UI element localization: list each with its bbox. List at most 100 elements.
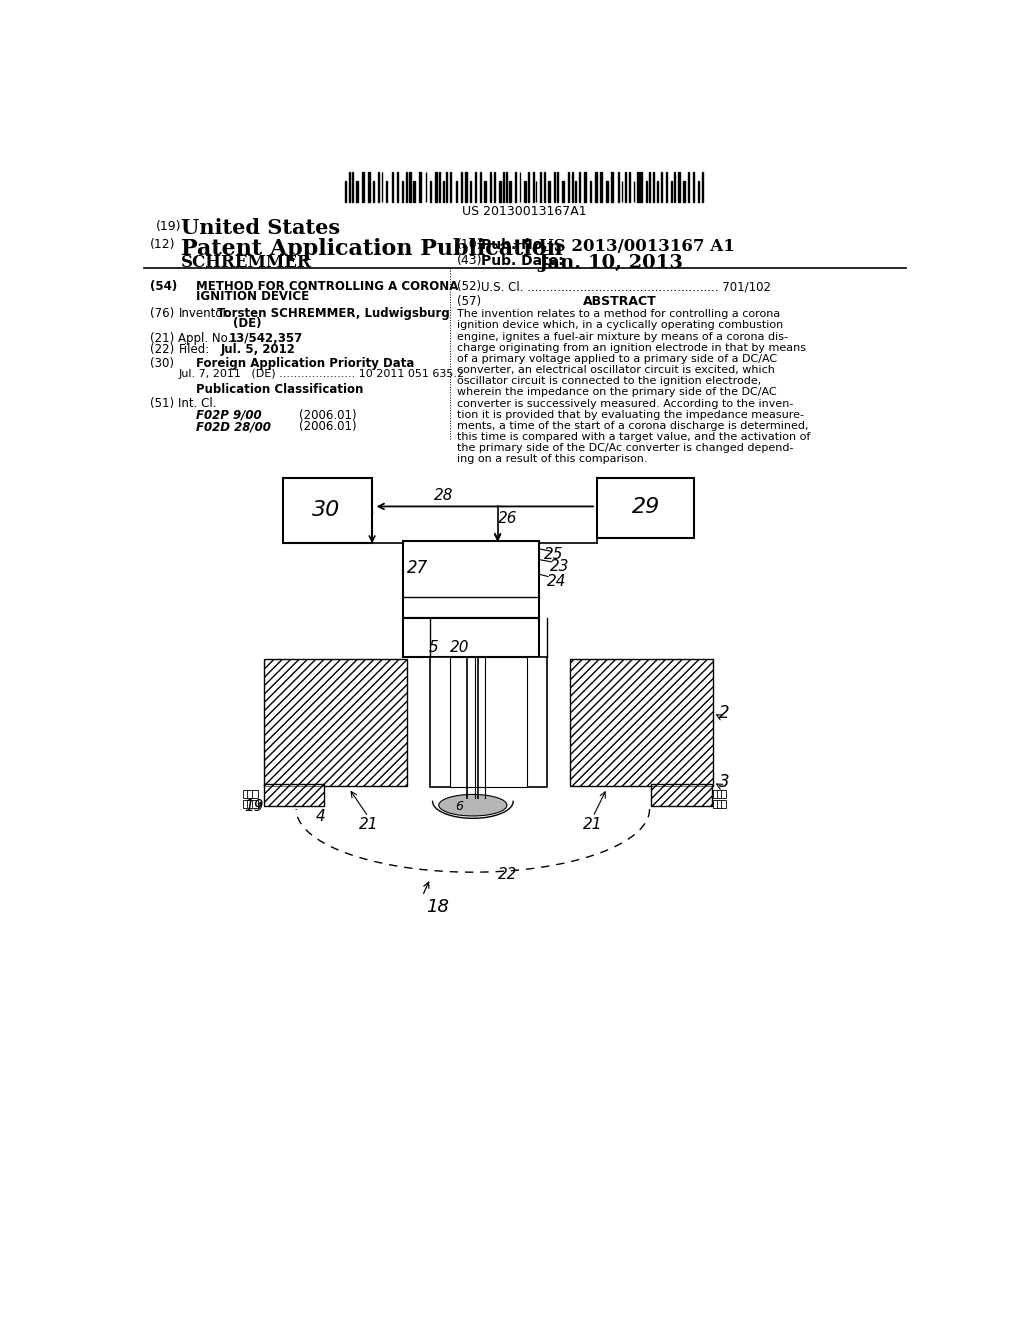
Text: US 20130013167A1: US 20130013167A1 bbox=[463, 205, 587, 218]
Bar bbox=[348, 173, 350, 202]
Ellipse shape bbox=[438, 795, 507, 816]
Bar bbox=[368, 173, 370, 202]
Text: (30): (30) bbox=[150, 358, 174, 370]
Text: Jul. 7, 2011   (DE) ..................... 10 2011 051 635.2: Jul. 7, 2011 (DE) ..................... … bbox=[178, 368, 465, 379]
Bar bbox=[562, 181, 563, 202]
Bar bbox=[590, 181, 591, 202]
Bar bbox=[479, 173, 481, 202]
Bar bbox=[651, 784, 712, 807]
Bar bbox=[717, 800, 722, 808]
Bar bbox=[500, 181, 501, 202]
Text: (51): (51) bbox=[150, 397, 174, 411]
Text: The invention relates to a method for controlling a corona: The invention relates to a method for co… bbox=[457, 309, 780, 319]
Text: converter is successively measured. According to the inven-: converter is successively measured. Acco… bbox=[457, 399, 793, 409]
Bar bbox=[475, 173, 476, 202]
Bar bbox=[361, 173, 364, 202]
Text: 30: 30 bbox=[311, 499, 340, 520]
Text: of a primary voltage applied to a primary side of a DC/AC: of a primary voltage applied to a primar… bbox=[457, 354, 777, 364]
Bar bbox=[606, 181, 608, 202]
Bar bbox=[569, 659, 713, 785]
Text: Patent Application Publication: Patent Application Publication bbox=[180, 238, 562, 260]
Bar bbox=[456, 181, 457, 202]
Text: ing on a result of this comparison.: ing on a result of this comparison. bbox=[457, 454, 647, 465]
Text: (52): (52) bbox=[457, 280, 480, 293]
Text: charge originating from an ignition electrode in that by means: charge originating from an ignition elec… bbox=[457, 343, 806, 352]
Bar bbox=[356, 181, 358, 202]
Bar bbox=[465, 173, 467, 202]
Bar bbox=[494, 173, 495, 202]
Bar bbox=[450, 656, 527, 788]
Bar bbox=[263, 784, 324, 807]
Bar bbox=[651, 784, 712, 807]
Bar bbox=[252, 789, 258, 797]
Text: 13/542,357: 13/542,357 bbox=[228, 331, 303, 345]
Bar bbox=[252, 800, 258, 808]
Text: Filed:: Filed: bbox=[178, 343, 210, 356]
Text: converter, an electrical oscillator circuit is excited, which: converter, an electrical oscillator circ… bbox=[457, 366, 774, 375]
Bar bbox=[283, 478, 372, 544]
Text: SCHREMMER: SCHREMMER bbox=[180, 253, 311, 271]
Bar bbox=[611, 173, 613, 202]
Bar bbox=[509, 181, 511, 202]
Text: Int. Cl.: Int. Cl. bbox=[178, 397, 217, 411]
Bar bbox=[569, 659, 713, 785]
Text: 21: 21 bbox=[584, 817, 603, 832]
Text: METHOD FOR CONTROLLING A CORONA: METHOD FOR CONTROLLING A CORONA bbox=[197, 280, 459, 293]
Text: (76): (76) bbox=[150, 308, 174, 319]
Text: 25: 25 bbox=[544, 548, 563, 562]
Text: (10): (10) bbox=[457, 238, 482, 251]
Text: U.S. Cl. ................................................... 701/102: U.S. Cl. ...............................… bbox=[480, 280, 771, 293]
Text: IGNITION DEVICE: IGNITION DEVICE bbox=[197, 290, 309, 304]
Bar bbox=[524, 181, 525, 202]
Bar bbox=[713, 800, 719, 808]
Bar bbox=[625, 173, 627, 202]
Bar bbox=[717, 789, 722, 797]
Text: Pub. No.:: Pub. No.: bbox=[480, 238, 553, 252]
Bar bbox=[386, 181, 387, 202]
Text: 20: 20 bbox=[450, 640, 469, 655]
Bar bbox=[263, 659, 407, 785]
Text: 5: 5 bbox=[428, 640, 438, 655]
Bar bbox=[401, 181, 402, 202]
Text: Jul. 5, 2012: Jul. 5, 2012 bbox=[221, 343, 296, 356]
Bar bbox=[515, 173, 516, 202]
Text: (21): (21) bbox=[150, 331, 174, 345]
Text: (22): (22) bbox=[150, 343, 174, 356]
Bar bbox=[721, 789, 726, 797]
Text: (19): (19) bbox=[156, 220, 181, 234]
Bar bbox=[678, 173, 680, 202]
Text: (2006.01): (2006.01) bbox=[299, 420, 356, 433]
Text: Torsten SCHREMMER, Ludwigsburg: Torsten SCHREMMER, Ludwigsburg bbox=[217, 308, 450, 319]
Bar bbox=[345, 181, 346, 202]
Bar bbox=[574, 181, 575, 202]
Text: 23: 23 bbox=[550, 558, 570, 574]
Text: (54): (54) bbox=[150, 280, 177, 293]
Text: tion it is provided that by evaluating the impedance measure-: tion it is provided that by evaluating t… bbox=[457, 409, 804, 420]
Bar bbox=[442, 181, 444, 202]
Bar bbox=[243, 789, 249, 797]
Text: engine, ignites a fuel-air mixture by means of a corona dis-: engine, ignites a fuel-air mixture by me… bbox=[457, 331, 787, 342]
Bar bbox=[435, 173, 437, 202]
Bar bbox=[595, 173, 597, 202]
Bar bbox=[688, 173, 689, 202]
Text: 2: 2 bbox=[719, 704, 729, 722]
Bar bbox=[461, 173, 462, 202]
Bar bbox=[702, 173, 703, 202]
Bar bbox=[674, 173, 675, 202]
Bar bbox=[640, 173, 642, 202]
Text: ABSTRACT: ABSTRACT bbox=[584, 296, 657, 309]
Text: 29: 29 bbox=[632, 498, 659, 517]
Bar bbox=[660, 173, 663, 202]
Text: ignition device which, in a cyclically operating combustion: ignition device which, in a cyclically o… bbox=[457, 321, 783, 330]
Bar bbox=[693, 173, 694, 202]
Bar bbox=[713, 789, 719, 797]
Bar bbox=[637, 173, 639, 202]
Text: 19: 19 bbox=[244, 799, 263, 814]
Bar bbox=[409, 173, 411, 202]
Bar bbox=[666, 173, 667, 202]
Bar bbox=[263, 784, 324, 807]
Text: Appl. No.:: Appl. No.: bbox=[178, 331, 236, 345]
Text: (57): (57) bbox=[457, 296, 480, 309]
Bar bbox=[450, 173, 452, 202]
Bar bbox=[579, 173, 581, 202]
